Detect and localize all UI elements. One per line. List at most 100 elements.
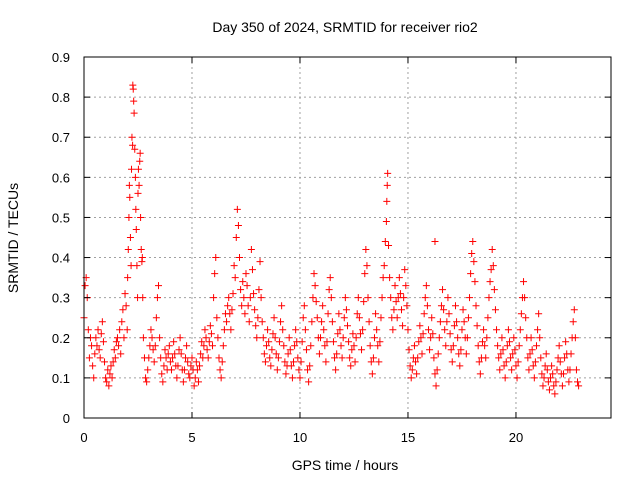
data-point — [451, 302, 459, 310]
data-point — [320, 326, 328, 334]
data-point — [484, 314, 492, 322]
data-point — [159, 378, 167, 386]
data-point — [246, 294, 254, 302]
data-point — [382, 217, 390, 225]
data-point — [562, 338, 570, 346]
data-point — [542, 350, 550, 358]
data-point — [244, 302, 252, 310]
data-point — [123, 326, 131, 334]
data-point — [413, 370, 421, 378]
data-point — [339, 334, 347, 342]
data-point — [81, 282, 89, 290]
data-point — [549, 370, 557, 378]
data-point — [433, 366, 441, 374]
data-point — [571, 334, 579, 342]
data-point — [273, 366, 281, 374]
data-point — [473, 322, 481, 330]
data-point — [84, 326, 92, 334]
data-point — [225, 294, 233, 302]
data-point — [148, 334, 156, 342]
data-point — [550, 382, 558, 390]
data-point — [361, 270, 369, 278]
data-point — [308, 318, 316, 326]
data-point — [226, 310, 234, 318]
data-point — [393, 314, 401, 322]
data-point — [376, 338, 384, 346]
data-point — [268, 346, 276, 354]
data-point — [193, 366, 201, 374]
data-point — [459, 306, 467, 314]
data-point — [344, 322, 351, 330]
data-point — [517, 310, 525, 318]
data-point — [365, 318, 373, 326]
data-point — [455, 350, 463, 358]
data-point — [247, 246, 255, 254]
y-tick-label: 0.9 — [52, 50, 70, 65]
data-point — [391, 282, 399, 290]
data-point — [132, 205, 140, 213]
data-point — [544, 378, 552, 386]
data-point — [124, 246, 132, 254]
data-point — [192, 358, 200, 366]
data-point — [218, 358, 226, 366]
data-point — [547, 374, 555, 382]
data-point — [309, 294, 317, 302]
data-point — [241, 310, 249, 318]
data-point — [138, 254, 146, 262]
data-point — [537, 354, 545, 362]
data-point — [481, 342, 489, 350]
data-point — [97, 330, 105, 338]
data-point — [217, 374, 225, 382]
data-point — [467, 270, 475, 278]
data-point — [404, 326, 412, 334]
data-point — [299, 314, 307, 322]
data-point — [322, 358, 330, 366]
data-point — [470, 258, 478, 266]
data-point — [258, 318, 266, 326]
data-point — [480, 326, 488, 334]
data-point — [275, 338, 283, 346]
data-point — [288, 374, 296, 382]
data-point — [253, 334, 261, 342]
data-points — [80, 81, 583, 398]
data-point — [558, 382, 566, 390]
data-point — [290, 358, 298, 366]
data-point — [335, 310, 343, 318]
data-point — [149, 346, 157, 354]
data-point — [281, 358, 289, 366]
data-point — [150, 358, 158, 366]
data-point — [201, 326, 209, 334]
data-point — [191, 374, 199, 382]
data-point — [334, 330, 342, 338]
data-point — [229, 290, 237, 298]
data-point — [464, 314, 472, 322]
data-point — [209, 342, 217, 350]
data-point — [233, 205, 241, 213]
data-point — [493, 326, 501, 334]
data-point — [96, 354, 104, 362]
data-point — [125, 181, 133, 189]
data-point — [387, 294, 395, 302]
data-point — [500, 362, 508, 370]
data-point — [448, 358, 456, 366]
data-point — [347, 362, 355, 370]
data-point — [428, 314, 436, 322]
data-point — [450, 322, 458, 330]
data-point — [508, 366, 516, 374]
data-point — [274, 354, 282, 362]
data-point — [434, 350, 442, 358]
data-point — [317, 334, 325, 342]
data-point — [128, 165, 136, 173]
data-point — [536, 334, 544, 342]
data-point — [188, 354, 196, 362]
data-point — [440, 306, 448, 314]
data-point — [485, 294, 493, 302]
data-point — [187, 362, 195, 370]
data-point — [230, 262, 238, 270]
data-point — [234, 221, 242, 229]
data-point — [260, 350, 268, 358]
data-point — [380, 262, 388, 270]
data-point — [507, 354, 515, 362]
data-point — [356, 330, 364, 338]
data-point — [271, 334, 279, 342]
